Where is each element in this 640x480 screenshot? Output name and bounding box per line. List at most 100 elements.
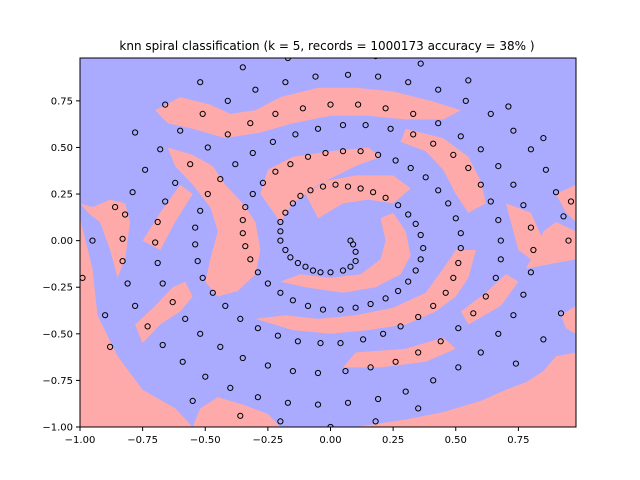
data-point bbox=[152, 239, 159, 246]
data-point bbox=[397, 323, 404, 330]
data-point bbox=[337, 306, 344, 313]
y-tick-label: 0.75 bbox=[51, 96, 73, 107]
data-point bbox=[557, 310, 565, 317]
data-point bbox=[395, 287, 402, 295]
data-point bbox=[304, 153, 312, 160]
data-point bbox=[392, 358, 399, 365]
data-point bbox=[360, 336, 367, 343]
x-tick-label: −1.00 bbox=[65, 435, 96, 446]
data-point bbox=[495, 217, 502, 224]
data-point bbox=[217, 176, 224, 183]
data-point bbox=[272, 168, 279, 175]
data-point bbox=[132, 129, 139, 136]
data-point bbox=[119, 258, 126, 265]
data-point bbox=[322, 149, 329, 157]
data-point bbox=[520, 291, 527, 298]
data-point bbox=[342, 368, 349, 375]
data-point bbox=[294, 259, 301, 267]
data-point bbox=[277, 218, 284, 226]
decision-region-2 bbox=[192, 397, 281, 427]
data-point bbox=[512, 360, 520, 367]
data-point bbox=[287, 254, 294, 261]
data-point bbox=[497, 237, 504, 244]
data-point bbox=[445, 200, 452, 207]
y-tick-label: 0.00 bbox=[51, 236, 73, 247]
data-point bbox=[119, 235, 126, 242]
data-point bbox=[495, 330, 502, 337]
x-tick-label: 0.50 bbox=[445, 435, 467, 446]
data-point bbox=[312, 73, 319, 80]
data-point bbox=[187, 161, 194, 168]
data-point bbox=[355, 101, 362, 108]
data-point bbox=[327, 269, 334, 276]
data-point bbox=[435, 120, 442, 127]
decision-region-3 bbox=[355, 352, 576, 427]
data-point bbox=[565, 237, 572, 244]
data-point bbox=[182, 315, 189, 322]
x-tick-label: 0.75 bbox=[507, 435, 529, 446]
data-points bbox=[80, 58, 575, 427]
data-point bbox=[395, 202, 402, 209]
data-point bbox=[204, 190, 211, 198]
data-point bbox=[462, 97, 469, 105]
data-point bbox=[372, 418, 379, 425]
data-point bbox=[407, 164, 414, 172]
data-point bbox=[455, 325, 462, 332]
data-point bbox=[412, 267, 419, 274]
data-point bbox=[102, 312, 109, 319]
data-point bbox=[402, 388, 409, 395]
data-point bbox=[417, 231, 424, 239]
data-point bbox=[497, 256, 504, 263]
data-point bbox=[284, 399, 291, 406]
data-point bbox=[450, 274, 457, 281]
data-point bbox=[560, 213, 567, 220]
data-point bbox=[242, 243, 249, 250]
data-point bbox=[222, 302, 229, 309]
data-point bbox=[437, 338, 444, 345]
data-point bbox=[197, 207, 204, 214]
data-point bbox=[430, 302, 437, 309]
plot-frame bbox=[79, 57, 577, 428]
data-point bbox=[89, 237, 96, 244]
data-point bbox=[510, 312, 517, 319]
data-point bbox=[382, 194, 389, 201]
data-point bbox=[344, 71, 352, 78]
x-tick-label: −0.50 bbox=[190, 435, 221, 446]
data-point bbox=[129, 189, 136, 196]
data-point bbox=[239, 354, 246, 362]
data-point bbox=[162, 198, 169, 205]
data-point bbox=[197, 79, 204, 86]
data-point bbox=[202, 373, 209, 380]
data-point bbox=[487, 110, 494, 118]
data-point bbox=[552, 189, 560, 196]
data-point bbox=[169, 299, 176, 306]
data-point bbox=[382, 295, 389, 302]
data-point bbox=[420, 245, 427, 252]
data-point bbox=[430, 377, 437, 384]
data-point bbox=[492, 274, 499, 281]
data-point bbox=[299, 105, 306, 112]
data-point bbox=[282, 246, 289, 254]
data-point bbox=[289, 200, 296, 207]
data-point bbox=[159, 341, 166, 349]
data-point bbox=[254, 269, 261, 276]
data-point bbox=[327, 101, 334, 108]
data-point bbox=[540, 336, 547, 343]
chart-title: knn spiral classification (k = 5, record… bbox=[119, 39, 534, 53]
data-point bbox=[204, 144, 211, 151]
data-point bbox=[347, 263, 354, 270]
data-point bbox=[294, 338, 301, 345]
decision-region-11 bbox=[280, 212, 411, 293]
x-tick-label: 0.00 bbox=[319, 435, 341, 446]
data-point bbox=[314, 401, 322, 408]
plot-area bbox=[79, 57, 577, 428]
y-tick-label: 0.25 bbox=[51, 190, 73, 201]
data-point bbox=[337, 340, 344, 347]
data-point bbox=[157, 146, 164, 153]
data-point bbox=[292, 131, 299, 138]
data-point bbox=[415, 405, 422, 412]
data-point bbox=[412, 220, 419, 227]
data-point bbox=[249, 190, 256, 198]
decision-region-5 bbox=[556, 184, 576, 222]
data-point bbox=[277, 418, 284, 425]
